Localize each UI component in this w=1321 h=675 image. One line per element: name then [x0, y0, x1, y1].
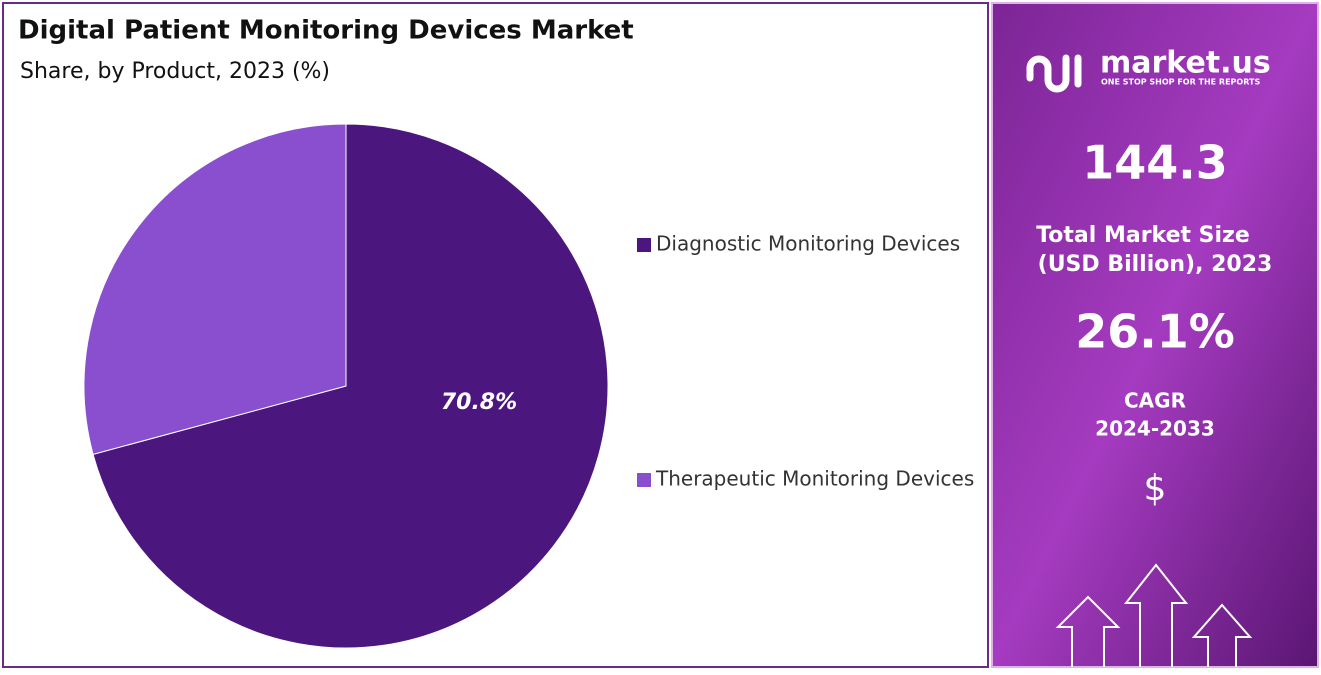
chart-title: Digital Patient Monitoring Devices Marke…	[18, 16, 634, 46]
growth-arrows	[1055, 563, 1253, 667]
brand-logo	[1026, 54, 1082, 93]
currency-icon: $	[1144, 468, 1167, 509]
pie-slice	[83, 123, 347, 455]
legend-swatch	[637, 238, 651, 252]
brand-name: market.us	[1100, 46, 1271, 81]
data-label: 70.8%	[441, 390, 517, 415]
legend-label: Diagnostic Monitoring Devices	[656, 232, 960, 256]
market-size-label: Total Market Size	[1036, 223, 1250, 248]
legend-swatch	[637, 473, 651, 487]
cagr-label: 2024-2033	[1095, 417, 1215, 441]
market-size: 144.3	[1082, 136, 1228, 190]
chart-subtitle: Share, by Product, 2023 (%)	[20, 59, 330, 84]
cagr-label: CAGR	[1124, 389, 1186, 413]
pie-slice	[92, 123, 609, 649]
info-panel	[991, 2, 1319, 668]
market-size-label: (USD Billion), 2023	[1038, 252, 1273, 277]
cagr-value: 26.1%	[1075, 305, 1235, 359]
legend-label: Therapeutic Monitoring Devices	[655, 467, 974, 491]
brand-tagline: ONE STOP SHOP FOR THE REPORTS	[1101, 78, 1260, 87]
